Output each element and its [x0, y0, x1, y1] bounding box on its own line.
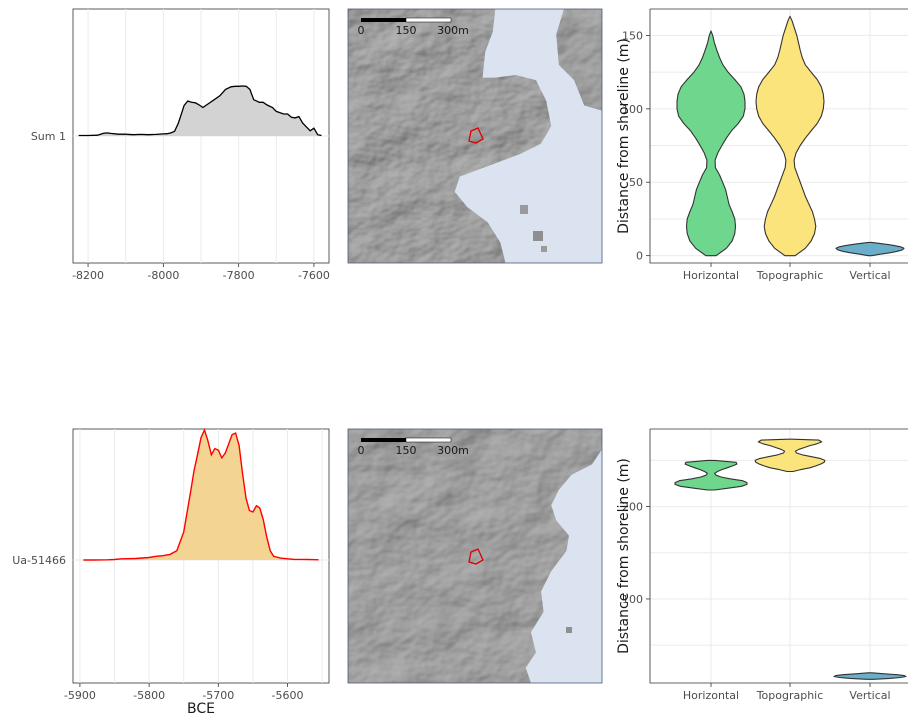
- row-label: Sum 1: [31, 130, 66, 143]
- x-axis-ticks: Horizontal Topographic Vertical: [683, 263, 891, 282]
- density-area: [78, 86, 322, 136]
- axis-lines: [649, 9, 908, 264]
- violin-panel-bottom: 100 200 Horizontal Topographic Vertical Dis…: [616, 428, 908, 702]
- x-tick-label: Horizontal: [683, 689, 739, 702]
- scale-label-0: 0: [358, 24, 365, 37]
- scale-label-300: 300m: [437, 24, 469, 37]
- islet: [566, 627, 572, 633]
- x-tick-label: -5900: [64, 689, 96, 702]
- violins: [674, 438, 907, 680]
- violin-horizontal: [674, 459, 748, 491]
- violin-vertical: [833, 672, 907, 680]
- x-tick-label: Vertical: [849, 269, 890, 282]
- x-axis-ticks: -8200 -8000 -7800 -7600: [72, 263, 330, 282]
- scale-bar-black: [361, 438, 406, 442]
- x-tick-label: -7600: [298, 269, 330, 282]
- density-panel-bottom: Ua-51466 -5900 -5800 -5700 -5600 BCE: [12, 428, 330, 717]
- density-line: [78, 85, 322, 137]
- violin-horizontal: [676, 30, 746, 257]
- y-tick-label: 0: [636, 250, 643, 263]
- y-axis-ticks: 0 50 100 150: [622, 29, 650, 263]
- x-tick-label: -5700: [202, 689, 234, 702]
- row-label: Ua-51466: [12, 554, 66, 567]
- y-tick-label: 100: [622, 593, 643, 606]
- y-tick-label: 200: [622, 501, 643, 514]
- density-line: [83, 428, 319, 561]
- scale-bar-black: [361, 18, 406, 22]
- map-border: [347, 428, 603, 684]
- scale-bar-white: [405, 437, 452, 443]
- scale-bar: 0 150 300m: [358, 437, 469, 457]
- scale-bar: 0 150 300m: [358, 17, 469, 37]
- scale-bar-white: [405, 17, 452, 23]
- x-tick-label: -5800: [133, 689, 165, 702]
- violin-vertical: [835, 241, 905, 257]
- y-tick-label: 150: [622, 29, 643, 42]
- map-border: [347, 8, 603, 264]
- islet: [520, 205, 528, 214]
- x-axis-ticks: -5900 -5800 -5700 -5600: [64, 683, 304, 702]
- site-outline: [468, 127, 484, 144]
- x-tick-label: -8200: [72, 269, 104, 282]
- x-tick-label: -5600: [272, 689, 304, 702]
- density-panel-top: Sum 1 -8200 -8000 -7800 -7600: [31, 8, 330, 282]
- violin-topographic: [755, 15, 825, 257]
- y-tick-label: 100: [622, 103, 643, 116]
- x-tick-label: Topographic: [756, 689, 824, 702]
- x-axis-title: BCE: [187, 701, 215, 717]
- panel-background: [650, 429, 908, 683]
- x-tick-label: -8000: [147, 269, 179, 282]
- axis-lines: [649, 429, 908, 684]
- y-axis-title: Distance from shoreline (m): [616, 458, 632, 654]
- scale-label-150: 150: [396, 444, 417, 457]
- x-tick-label: Vertical: [849, 689, 890, 702]
- islet: [533, 231, 543, 241]
- site-outline: [468, 548, 484, 565]
- scale-label-300: 300m: [437, 444, 469, 457]
- scale-label-150: 150: [396, 24, 417, 37]
- map-bottom: 0 150 300m: [347, 428, 603, 684]
- y-tick-label: 50: [629, 176, 643, 189]
- x-axis-ticks: Horizontal Topographic Vertical: [683, 683, 891, 702]
- density-area: [83, 430, 319, 560]
- y-axis-ticks: 100 200: [622, 501, 650, 606]
- map-top: 0 150 300m: [347, 8, 603, 264]
- x-tick-label: Topographic: [756, 269, 824, 282]
- y-axis-title: Distance from shoreline (m): [616, 38, 632, 234]
- x-tick-label: -7800: [223, 269, 255, 282]
- islet: [541, 246, 547, 252]
- x-tick-label: Horizontal: [683, 269, 739, 282]
- violins: [676, 15, 905, 257]
- violin-topographic: [754, 438, 826, 473]
- scale-label-0: 0: [358, 444, 365, 457]
